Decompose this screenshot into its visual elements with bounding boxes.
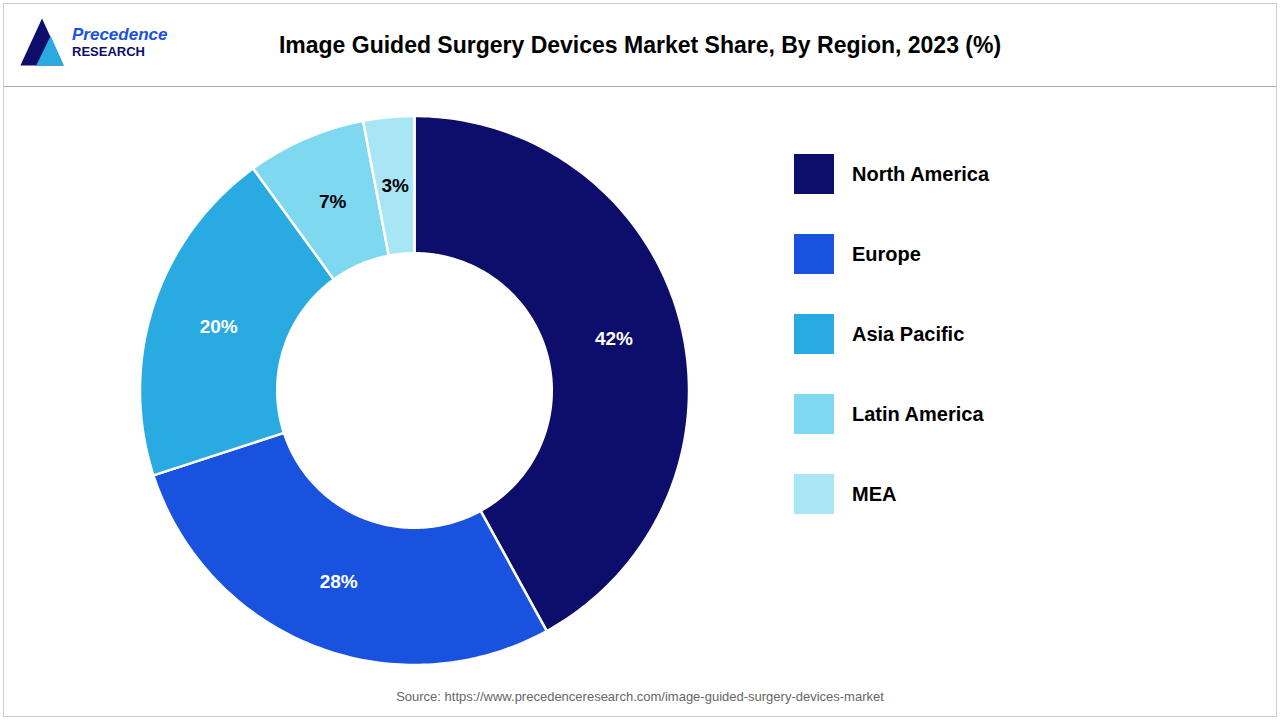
html-text:Precedence: Precedence xyxy=(72,25,168,44)
svg-text:20%: 20% xyxy=(200,316,238,337)
html-text:Asia Pacific: Asia Pacific xyxy=(852,322,965,345)
html-text:Source: https://www.precedence: Source: https://www.precedenceresearch.c… xyxy=(396,689,884,704)
svg-text:7%: 7% xyxy=(319,191,347,212)
html-text:Latin America: Latin America xyxy=(852,402,984,425)
svg-text:28%: 28% xyxy=(320,571,358,592)
svg-text:3%: 3% xyxy=(381,175,409,196)
html-text:RESEARCH: RESEARCH xyxy=(72,44,145,59)
svg-text:42%: 42% xyxy=(595,328,633,349)
html-text:Image Guided Surgery Devices M: Image Guided Surgery Devices Market Shar… xyxy=(278,32,1002,58)
html-text:North America: North America xyxy=(852,162,990,185)
html-text:MEA: MEA xyxy=(852,482,897,505)
html-text:Europe: Europe xyxy=(852,242,921,265)
